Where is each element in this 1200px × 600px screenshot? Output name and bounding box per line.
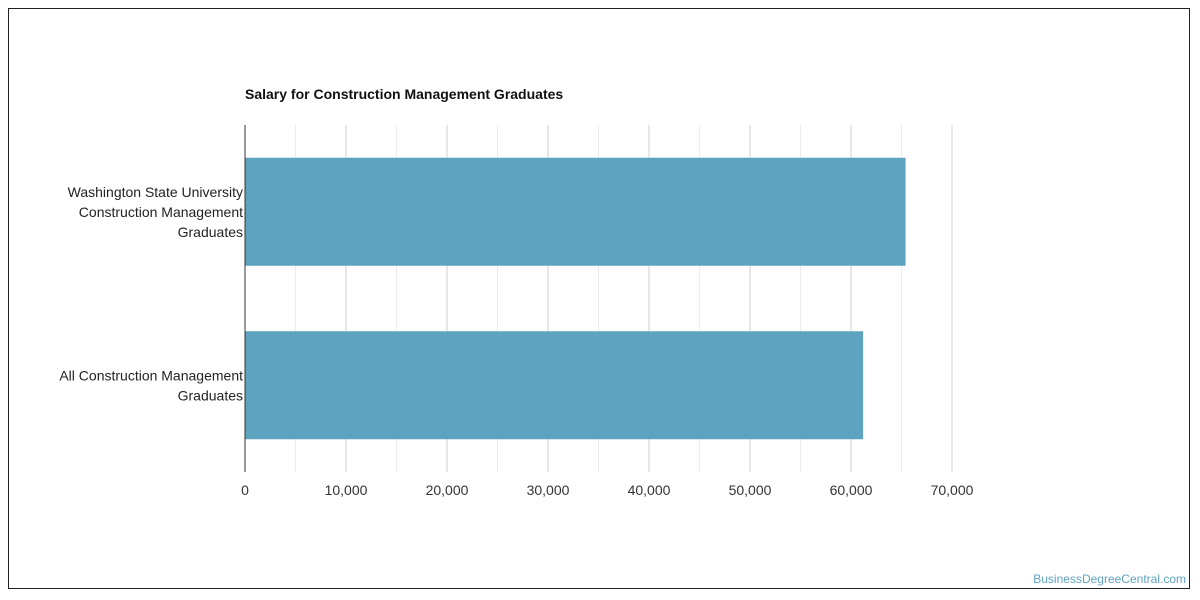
bar-0[interactable] [245,157,906,266]
category-labels: Washington State University Construction … [59,184,243,404]
x-tick-labels: 0 10,000 20,000 30,000 40,000 50,000 60,000 70,… [241,482,974,498]
category-label: Graduates [178,224,243,240]
x-tick-label: 40,000 [628,482,671,498]
bars [245,157,906,440]
category-label: Construction Management [79,204,243,220]
x-tick-label: 0 [241,482,249,498]
x-tick-label: 10,000 [325,482,368,498]
bar-1[interactable] [245,331,864,440]
x-tick-label: 20,000 [426,482,469,498]
category-label: Washington State University [68,184,243,200]
x-tick-label: 50,000 [729,482,772,498]
chart-title: Salary for Construction Management Gradu… [245,86,563,102]
category-label: All Construction Management [59,367,243,383]
watermark[interactable]: BusinessDegreeCentral.com [1033,572,1186,586]
x-tick-label: 70,000 [931,482,974,498]
x-tick-label: 60,000 [830,482,873,498]
category-label: Graduates [178,387,243,403]
x-tick-label: 30,000 [527,482,570,498]
